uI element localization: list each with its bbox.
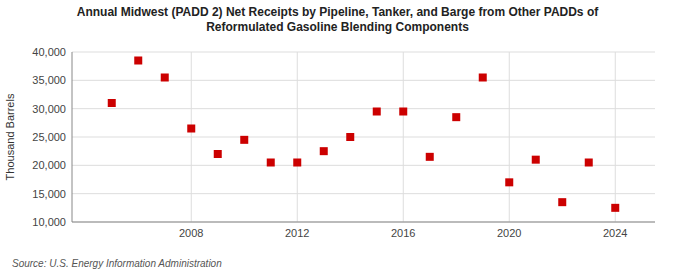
point xyxy=(187,125,195,133)
point xyxy=(452,113,460,121)
y-tick-label: 20,000 xyxy=(32,159,66,171)
title-line: Annual Midwest (PADD 2) Net Receipts by … xyxy=(77,5,599,19)
x-tick-label: 2024 xyxy=(603,227,627,239)
y-grid-line xyxy=(72,165,655,166)
y-tick-label: 15,000 xyxy=(32,188,66,200)
y-tick-label: 35,000 xyxy=(32,74,66,86)
y-grid-line xyxy=(72,108,655,109)
point xyxy=(293,159,301,167)
point xyxy=(346,133,354,141)
title: Annual Midwest (PADD 2) Net Receipts by … xyxy=(77,5,599,34)
source-note: Source: U.S. Energy Information Administ… xyxy=(12,258,222,269)
y-tick-label: 25,000 xyxy=(32,131,66,143)
y-axis-label: Thousand Barrels xyxy=(4,93,16,180)
y-grid-line xyxy=(72,52,655,53)
point xyxy=(532,156,540,164)
point xyxy=(479,74,487,82)
y-grid-line xyxy=(72,193,655,194)
y-tick-label: 10,000 xyxy=(32,216,66,228)
x-tick-label: 2020 xyxy=(497,227,521,239)
point xyxy=(399,108,407,116)
x-tick-label: 2008 xyxy=(179,227,203,239)
points xyxy=(108,57,620,212)
grid xyxy=(72,52,655,222)
y-tick-label: 30,000 xyxy=(32,103,66,115)
point xyxy=(373,108,381,116)
x-tick-label: 2012 xyxy=(285,227,309,239)
point xyxy=(161,74,169,82)
background xyxy=(0,0,675,275)
point xyxy=(240,136,248,144)
title-line: Reformulated Gasoline Blending Component… xyxy=(206,20,469,34)
chart: Annual Midwest (PADD 2) Net Receipts by … xyxy=(0,0,675,275)
point xyxy=(558,198,566,206)
x-tick-label: 2016 xyxy=(391,227,415,239)
point xyxy=(214,150,222,158)
point xyxy=(505,178,513,186)
point xyxy=(108,99,116,107)
y-grid-line xyxy=(72,80,655,81)
point xyxy=(134,57,142,65)
point xyxy=(320,147,328,155)
x-axis-line xyxy=(72,222,655,223)
y-grid-line xyxy=(72,137,655,138)
point xyxy=(585,159,593,167)
y-axis-line xyxy=(72,52,73,222)
y-grid-line xyxy=(72,222,655,223)
y-tick-label: 40,000 xyxy=(32,46,66,58)
point xyxy=(267,159,275,167)
point xyxy=(611,204,619,212)
point xyxy=(426,153,434,161)
